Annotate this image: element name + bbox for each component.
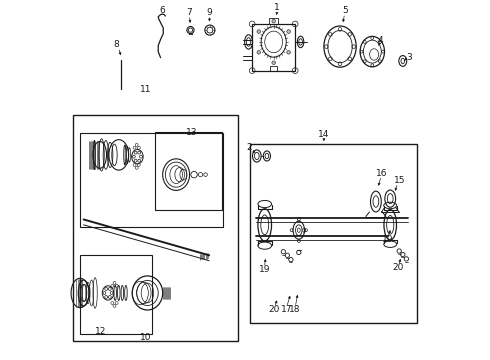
Text: 5: 5 — [343, 6, 348, 15]
Text: 19: 19 — [259, 265, 270, 274]
Circle shape — [272, 19, 275, 23]
Bar — [250, 144, 417, 323]
Circle shape — [287, 30, 291, 33]
Bar — [270, 18, 278, 24]
Text: 10: 10 — [140, 333, 151, 342]
Bar — [80, 134, 223, 226]
Text: 7: 7 — [187, 8, 192, 17]
Text: 14: 14 — [318, 130, 330, 139]
Text: 1: 1 — [274, 3, 280, 12]
Text: 16: 16 — [376, 169, 388, 178]
Text: 3: 3 — [406, 53, 412, 62]
Text: 17: 17 — [281, 305, 293, 314]
Bar — [270, 66, 277, 71]
Text: 8: 8 — [113, 40, 119, 49]
Text: 12: 12 — [95, 327, 106, 336]
Text: 19: 19 — [382, 235, 393, 244]
Text: 11: 11 — [140, 85, 151, 94]
Circle shape — [257, 50, 261, 54]
Text: 20: 20 — [269, 305, 280, 314]
Text: 9: 9 — [206, 8, 212, 17]
Bar — [80, 255, 152, 334]
Bar — [73, 116, 238, 341]
Text: 20: 20 — [393, 264, 404, 273]
Text: 13: 13 — [186, 128, 197, 137]
Bar — [155, 132, 221, 211]
Circle shape — [257, 30, 261, 33]
Text: 18: 18 — [289, 305, 300, 314]
Text: 15: 15 — [394, 176, 406, 185]
Text: 2: 2 — [246, 143, 252, 152]
Circle shape — [287, 50, 291, 54]
Text: 6: 6 — [159, 6, 165, 15]
Text: 4: 4 — [378, 36, 383, 45]
Bar — [252, 24, 295, 71]
Circle shape — [272, 61, 275, 64]
